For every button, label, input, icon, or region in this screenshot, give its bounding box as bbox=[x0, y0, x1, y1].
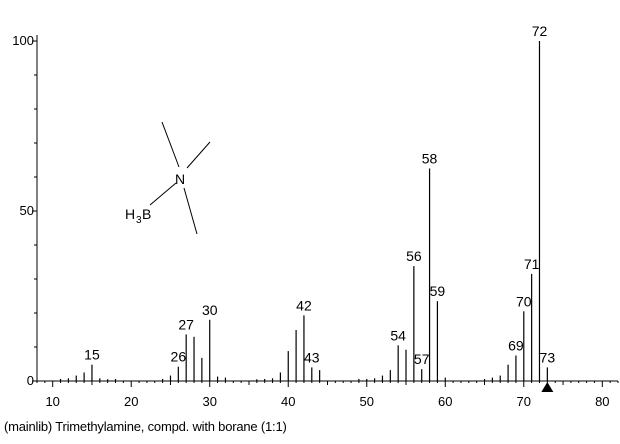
peak-label: 42 bbox=[296, 297, 312, 313]
peak-label: 71 bbox=[524, 256, 540, 272]
peak-label: 58 bbox=[422, 151, 438, 167]
peak-label: 30 bbox=[202, 302, 218, 318]
x-tick-label: 70 bbox=[517, 394, 531, 409]
bond-line bbox=[186, 141, 211, 169]
peak-label: 54 bbox=[390, 327, 406, 343]
atom-label-h: H bbox=[125, 206, 135, 222]
peak-label: 73 bbox=[540, 349, 556, 365]
molecular-ion-marker bbox=[541, 382, 554, 392]
peak-label: 72 bbox=[532, 23, 548, 39]
atom-label-subscript-3: 3 bbox=[136, 215, 142, 226]
peak-labels: 15 26 27 30 42 43 54 56 57 58 59 69 70 71 72 73 bbox=[84, 23, 555, 367]
peak-label: 57 bbox=[414, 351, 430, 367]
peak-label: 56 bbox=[406, 248, 422, 264]
y-tick-label: 100 bbox=[12, 33, 34, 48]
chart-caption: (mainlib) Trimethylamine, compd. with bo… bbox=[4, 419, 287, 434]
peak-label: 27 bbox=[178, 316, 194, 332]
y-tick-label: 50 bbox=[20, 203, 34, 218]
y-tick-label: 0 bbox=[27, 373, 34, 388]
x-tick-label: 60 bbox=[438, 394, 452, 409]
x-tick-label: 80 bbox=[595, 394, 609, 409]
x-tick-label: 40 bbox=[281, 394, 295, 409]
bond-line bbox=[161, 121, 180, 168]
peak-label: 69 bbox=[508, 338, 524, 354]
molecule-structure-diagram: N H 3 B bbox=[125, 121, 211, 235]
bond-line bbox=[149, 182, 177, 206]
bond-line bbox=[183, 187, 198, 235]
peak-label: 26 bbox=[171, 349, 187, 365]
chart-axes: 0 50 100 10 20 30 40 50 60 70 80 bbox=[12, 33, 619, 409]
peak-label: 70 bbox=[516, 293, 532, 309]
x-tick-label: 30 bbox=[202, 394, 216, 409]
peak-label: 59 bbox=[430, 283, 446, 299]
peak-label: 15 bbox=[84, 347, 100, 363]
x-tick-label: 10 bbox=[45, 394, 59, 409]
atom-label-b: B bbox=[142, 206, 151, 222]
spectrum-peaks bbox=[59, 41, 548, 381]
x-tick-label: 20 bbox=[124, 394, 138, 409]
peak-label: 43 bbox=[304, 349, 320, 365]
x-tick-label: 50 bbox=[360, 394, 374, 409]
atom-label-n: N bbox=[175, 171, 185, 187]
